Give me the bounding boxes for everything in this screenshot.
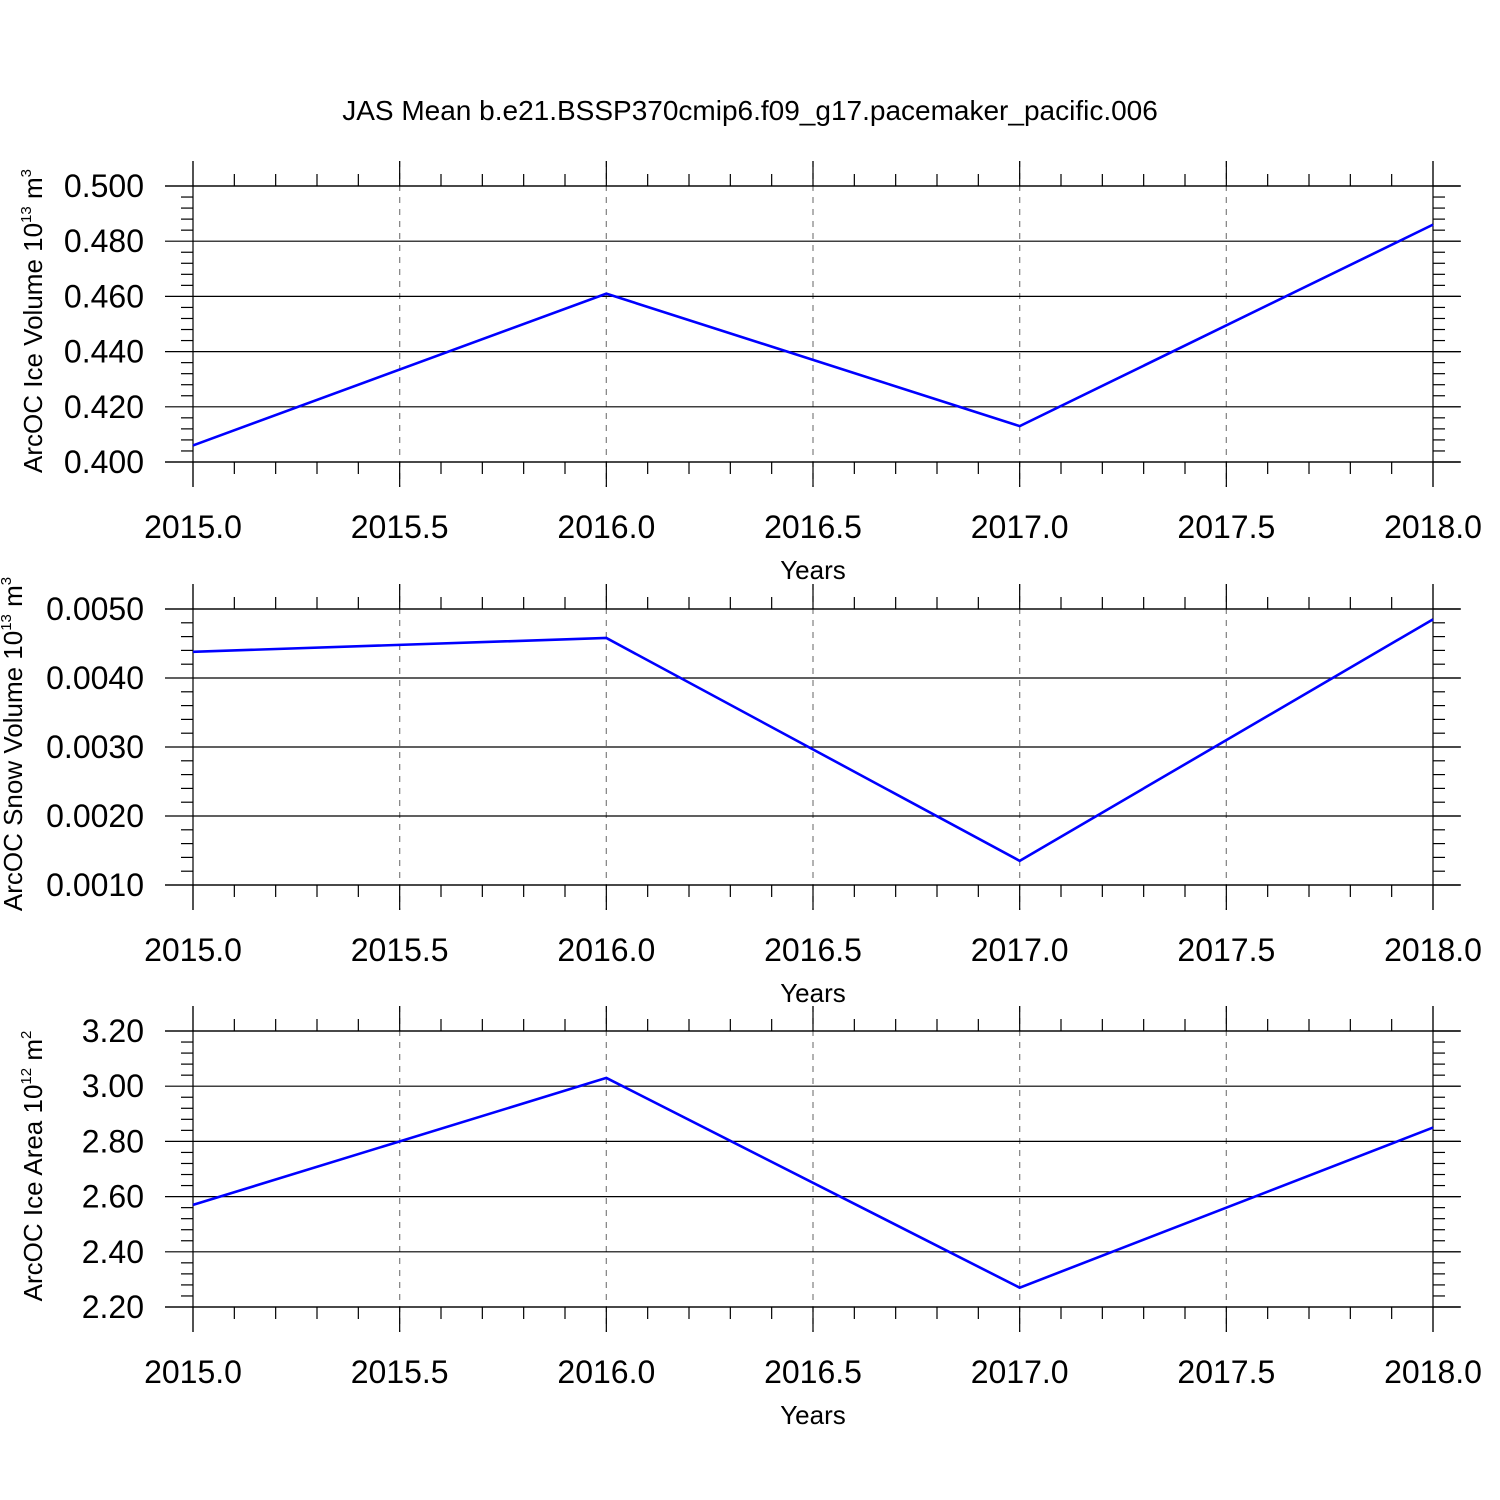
x-tick-label: 2016.0 xyxy=(557,509,655,545)
y-tick-label: 0.500 xyxy=(64,168,144,204)
y-axis-label: ArcOC Snow Volume 1013 m3 xyxy=(0,577,28,911)
y-tick-label: 3.00 xyxy=(82,1068,144,1104)
x-tick-label: 2015.0 xyxy=(144,1354,242,1390)
x-tick-label: 2015.5 xyxy=(351,932,449,968)
x-tick-label: 2017.5 xyxy=(1177,509,1275,545)
y-tick-label: 3.20 xyxy=(82,1013,144,1049)
y-tick-label: 0.480 xyxy=(64,223,144,259)
series-line xyxy=(192,223,1434,447)
x-tick-label: 2015.5 xyxy=(351,1354,449,1390)
x-tick-label: 2015.0 xyxy=(144,932,242,968)
x-tick-label: 2016.5 xyxy=(764,932,862,968)
y-tick-label: 2.20 xyxy=(82,1289,144,1325)
y-tick-label: 0.420 xyxy=(64,389,144,425)
y-axis-label: ArcOC Ice Area 1012 m2 xyxy=(18,1031,48,1302)
y-tick-label: 0.0050 xyxy=(46,591,144,627)
y-tick-label: 2.60 xyxy=(82,1179,144,1215)
x-tick-label: 2017.0 xyxy=(971,1354,1069,1390)
x-axis-label: Years xyxy=(780,978,846,1008)
x-axis-label: Years xyxy=(780,1400,846,1430)
y-axis-label: ArcOC Ice Volume 1013 m3 xyxy=(18,169,48,473)
x-tick-label: 2015.5 xyxy=(351,509,449,545)
x-tick-label: 2017.0 xyxy=(971,509,1069,545)
x-tick-label: 2015.0 xyxy=(144,509,242,545)
x-tick-label: 2016.0 xyxy=(557,1354,655,1390)
series-line xyxy=(192,1076,1434,1290)
y-tick-label: 0.0030 xyxy=(46,729,144,765)
panel-1: 2015.0 2015.5 2016.0 2016.5 2017.0 2017.5 2018… xyxy=(18,161,1482,585)
x-tick-label: 2016.0 xyxy=(557,932,655,968)
y-tick-label: 0.0020 xyxy=(46,798,144,834)
y-tick-label: 0.440 xyxy=(64,334,144,370)
chart-title: JAS Mean b.e21.BSSP370cmip6.f09_g17.pace… xyxy=(342,95,1158,126)
x-tick-label: 2016.5 xyxy=(764,1354,862,1390)
y-tick-label: 2.80 xyxy=(82,1123,144,1159)
x-axis-label: Years xyxy=(780,555,846,585)
x-tick-label: 2016.5 xyxy=(764,509,862,545)
x-tick-label: 2018.0 xyxy=(1384,932,1482,968)
y-tick-label: 2.40 xyxy=(82,1234,144,1270)
panel-2: 2015.0 2015.5 2016.0 2016.5 2017.0 2017.5 2018… xyxy=(0,577,1482,1008)
y-tick-label: 0.0040 xyxy=(46,660,144,696)
panel-3: 2015.0 2015.5 2016.0 2016.5 2017.0 2017.5 2018… xyxy=(18,1006,1482,1430)
series-line xyxy=(192,618,1434,863)
x-tick-label: 2018.0 xyxy=(1384,509,1482,545)
x-tick-label: 2017.5 xyxy=(1177,932,1275,968)
y-tick-label: 0.400 xyxy=(64,444,144,480)
x-tick-label: 2017.5 xyxy=(1177,1354,1275,1390)
y-tick-label: 0.0010 xyxy=(46,867,144,903)
y-tick-label: 0.460 xyxy=(64,278,144,314)
x-tick-label: 2018.0 xyxy=(1384,1354,1482,1390)
x-tick-label: 2017.0 xyxy=(971,932,1069,968)
